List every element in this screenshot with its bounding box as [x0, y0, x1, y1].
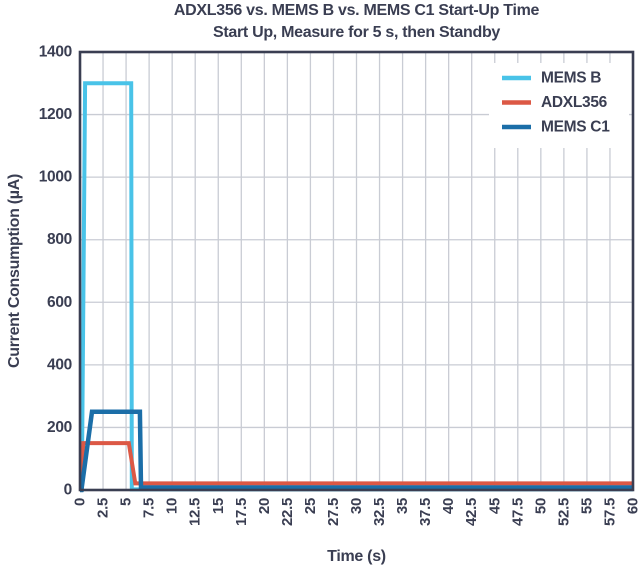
y-tick-label: 1200 — [39, 106, 72, 123]
x-tick-label: 30 — [348, 498, 365, 514]
y-tick-label: 400 — [47, 356, 72, 373]
x-tick-label: 45 — [486, 498, 503, 514]
y-tick-label: 600 — [47, 294, 72, 311]
x-tick-label: 35 — [394, 498, 411, 514]
x-tick-label: 32.5 — [371, 498, 388, 526]
x-tick-label: 20 — [256, 498, 273, 514]
legend-label-adxl356: ADXL356 — [541, 94, 608, 111]
y-tick-label: 1400 — [39, 44, 72, 61]
x-tick-label: 15 — [210, 498, 227, 514]
x-axis-title: Time (s) — [327, 548, 386, 565]
x-tick-label: 60 — [625, 498, 642, 514]
x-tick-label: 57.5 — [601, 498, 618, 526]
y-tick-label: 0 — [64, 482, 72, 499]
x-tick-label: 12.5 — [187, 498, 204, 526]
y-tick-label: 800 — [47, 231, 72, 248]
legend-label-mems-b: MEMS B — [541, 70, 601, 87]
x-tick-label: 52.5 — [555, 498, 572, 526]
x-tick-label: 22.5 — [279, 498, 296, 526]
x-tick-label: 55 — [578, 498, 595, 514]
x-tick-label: 50 — [532, 498, 549, 514]
y-tick-label: 200 — [47, 419, 72, 436]
plot-border — [78, 50, 635, 492]
x-tick-label: 7.5 — [141, 498, 158, 518]
x-tick-label: 47.5 — [509, 498, 526, 526]
x-tick-label: 40 — [440, 498, 457, 514]
chart-title: ADXL356 vs. MEMS B vs. MEMS C1 Start-Up … — [173, 2, 540, 19]
x-tick-label: 25 — [302, 498, 319, 514]
chart-subtitle: Start Up, Measure for 5 s, then Standby — [212, 24, 501, 41]
x-tick-label: 5 — [118, 498, 135, 506]
x-tick-label: 42.5 — [463, 498, 480, 526]
x-tick-label: 10 — [164, 498, 181, 514]
legend-label-mems-c1: MEMS C1 — [541, 119, 610, 136]
x-tick-label: 27.5 — [325, 498, 342, 526]
y-tick-label: 1000 — [39, 169, 72, 186]
x-tick-label: 37.5 — [417, 498, 434, 526]
x-tick-label: 17.5 — [233, 498, 250, 526]
x-tick-label: 0 — [72, 498, 89, 506]
x-tick-label: 2.5 — [95, 498, 112, 518]
